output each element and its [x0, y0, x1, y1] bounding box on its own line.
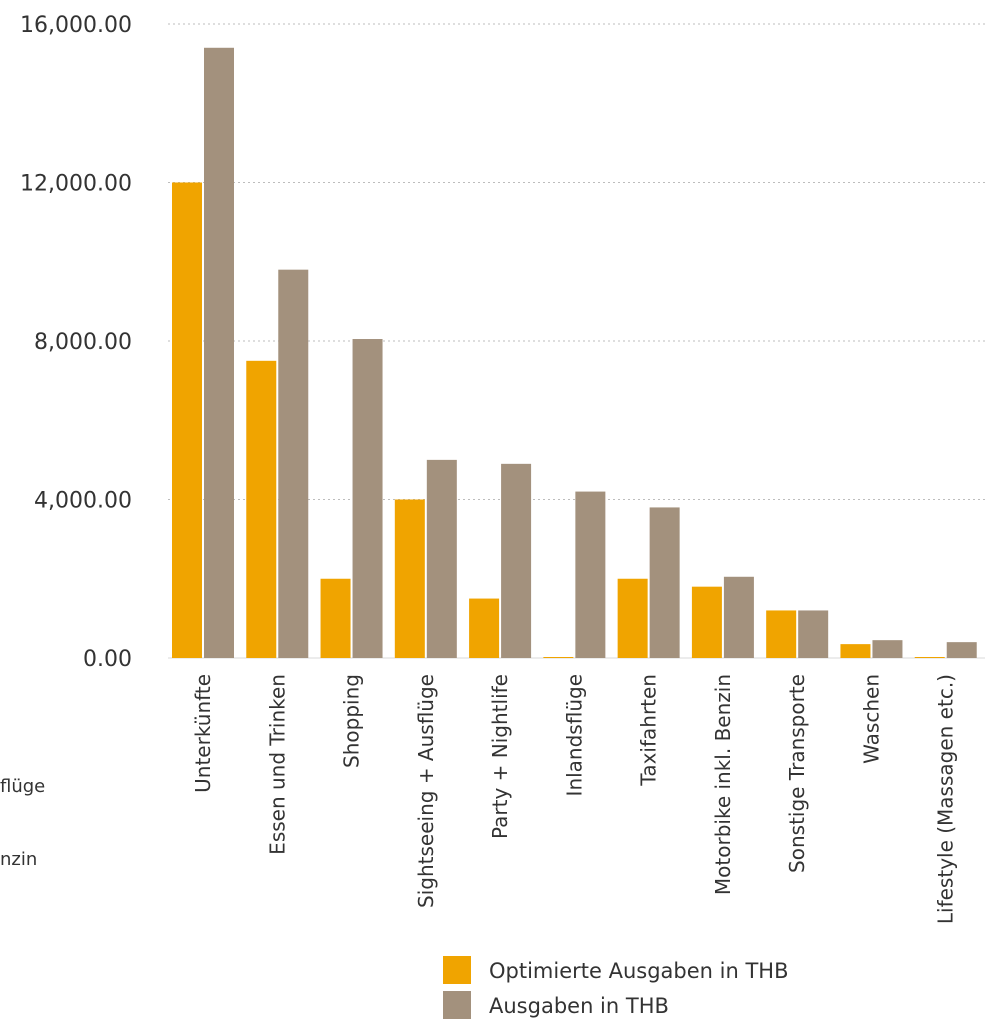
bar-optimized	[766, 610, 797, 658]
x-category-label: Motorbike inkl. Benzin	[711, 674, 735, 895]
x-category-label: Lifestyle (Massagen etc.)	[934, 674, 958, 924]
legend-label-optimized: Optimierte Ausgaben in THB	[489, 959, 789, 983]
bar-actual	[278, 269, 309, 658]
bar-optimized	[172, 182, 202, 658]
y-tick-label: 8,000.00	[34, 330, 132, 355]
bar-actual	[798, 610, 829, 658]
bar-optimized	[469, 598, 500, 658]
bar-optimized	[543, 657, 574, 658]
bar-optimized	[617, 578, 648, 658]
bars	[172, 47, 977, 658]
x-category-label: Party + Nightlife	[488, 674, 512, 839]
bar-optimized	[840, 644, 871, 658]
x-category-label: Sonstige Transporte	[785, 674, 809, 873]
x-category-label: Taxifahrten	[637, 674, 661, 787]
bar-optimized	[320, 578, 351, 658]
bar-actual	[946, 642, 977, 658]
x-category-label: Unterkünfte	[191, 674, 215, 793]
clipped-label-1: flüge	[0, 776, 45, 797]
bar-optimized	[394, 499, 425, 658]
bar-actual	[575, 491, 606, 658]
bar-actual	[426, 459, 457, 658]
legend-label-actual: Ausgaben in THB	[489, 994, 669, 1018]
bar-optimized	[914, 657, 945, 658]
x-axis-category-labels: Unterkünfte Essen und Trinken Shopping Sigh…	[191, 674, 958, 924]
legend-swatch-actual	[443, 991, 471, 1019]
legend: Optimierte Ausgaben in THB Ausgaben in T…	[443, 956, 789, 1019]
bar-actual	[204, 47, 234, 658]
legend-swatch-optimized	[443, 956, 471, 984]
bar-actual	[723, 576, 754, 658]
y-tick-label: 0.00	[83, 647, 132, 672]
y-tick-label: 16,000.00	[20, 13, 132, 38]
x-category-label: Sightseeing + Ausflüge	[414, 674, 438, 908]
clipped-label-2: nzin	[0, 849, 37, 870]
bar-actual	[501, 463, 532, 658]
bar-actual	[649, 507, 680, 658]
bar-actual	[872, 640, 903, 658]
x-category-label: Essen und Trinken	[265, 674, 289, 855]
x-category-label: Waschen	[859, 674, 883, 764]
bar-optimized	[246, 360, 277, 658]
y-axis-tick-labels: 0.00 4,000.00 8,000.00 12,000.00 16,000.00	[20, 13, 132, 672]
y-tick-label: 4,000.00	[34, 489, 132, 514]
x-category-label: Shopping	[340, 674, 364, 768]
bar-actual	[352, 339, 383, 658]
y-tick-label: 12,000.00	[20, 172, 132, 197]
bar-optimized	[691, 586, 722, 658]
x-category-label: Inlandsflüge	[562, 674, 586, 796]
